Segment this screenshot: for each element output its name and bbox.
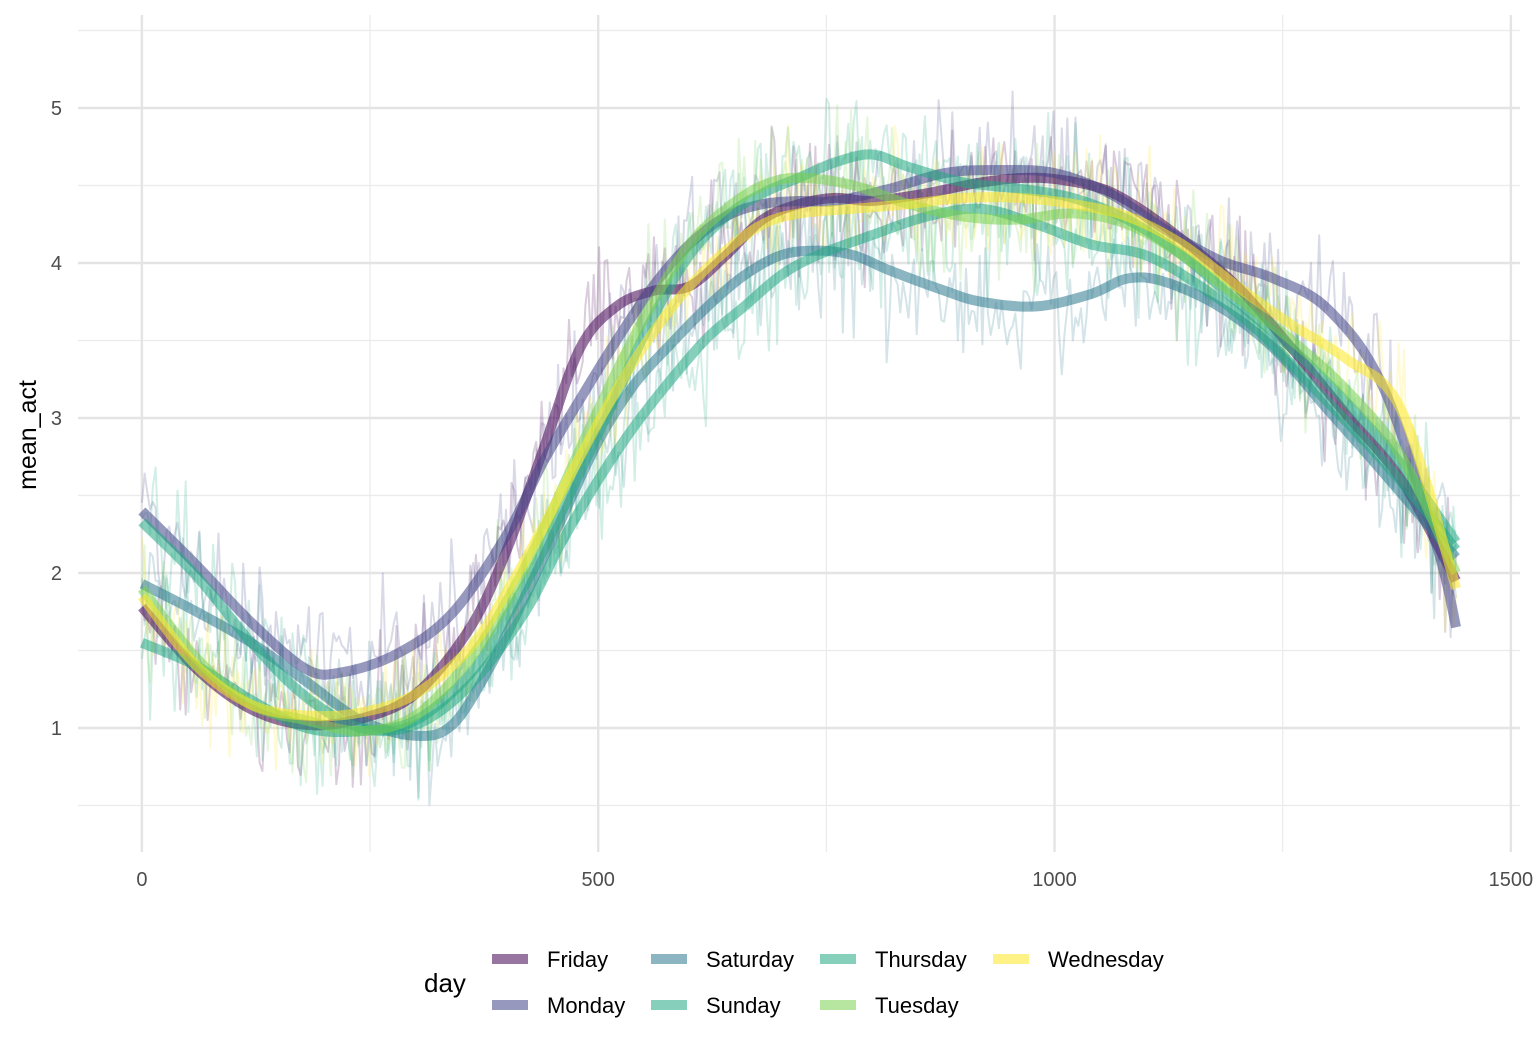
smooth-line-monday	[138, 164, 1461, 680]
legend-label: Monday	[547, 993, 625, 1018]
smooth-line-tuesday	[137, 172, 1461, 737]
smooth-line-saturday	[139, 245, 1460, 741]
raw-line-monday	[140, 90, 1457, 714]
raw-line-tuesday	[140, 104, 1458, 784]
y-tick-label: 3	[51, 408, 62, 430]
smooth-lines	[137, 149, 1461, 741]
x-tick-label: 1500	[1489, 869, 1534, 891]
legend-label: Saturday	[706, 947, 794, 972]
x-tick-label: 500	[582, 869, 615, 891]
legend-title: day	[424, 968, 466, 998]
legend-swatch	[492, 954, 528, 964]
legend-swatch	[492, 1000, 528, 1010]
tick-labels: 0 500 1000 1500 1 2 3 4 5	[51, 98, 1533, 891]
legend: day Friday Monday Saturday Sunday Thursday Tu…	[424, 947, 1164, 1018]
y-tick-label: 2	[51, 563, 62, 585]
legend-label: Sunday	[706, 993, 781, 1018]
legend-swatch	[993, 954, 1029, 964]
y-tick-label: 5	[51, 98, 62, 120]
legend-label: Thursday	[875, 947, 967, 972]
legend-item-tuesday: Tuesday	[820, 993, 959, 1018]
x-tick-label: 1000	[1032, 869, 1077, 891]
smooth-line-wednesday	[137, 192, 1461, 722]
legend-label: Wednesday	[1048, 947, 1164, 972]
legend-item-thursday: Thursday	[820, 947, 967, 972]
y-tick-label: 1	[51, 718, 62, 740]
legend-items: Friday Monday Saturday Sunday Thursday Tuesda…	[492, 947, 1164, 1018]
legend-swatch	[651, 954, 687, 964]
legend-item-friday: Friday	[492, 947, 608, 972]
legend-item-sunday: Sunday	[651, 993, 781, 1018]
legend-swatch	[651, 1000, 687, 1010]
legend-label: Friday	[547, 947, 608, 972]
y-tick-label: 4	[51, 253, 62, 275]
legend-swatch	[820, 1000, 856, 1010]
y-axis-title: mean_act	[14, 380, 42, 490]
x-tick-label: 0	[136, 869, 147, 891]
legend-item-saturday: Saturday	[651, 947, 794, 972]
legend-label: Tuesday	[875, 993, 959, 1018]
legend-swatch	[820, 954, 856, 964]
legend-item-monday: Monday	[492, 993, 625, 1018]
legend-item-wednesday: Wednesday	[993, 947, 1164, 972]
